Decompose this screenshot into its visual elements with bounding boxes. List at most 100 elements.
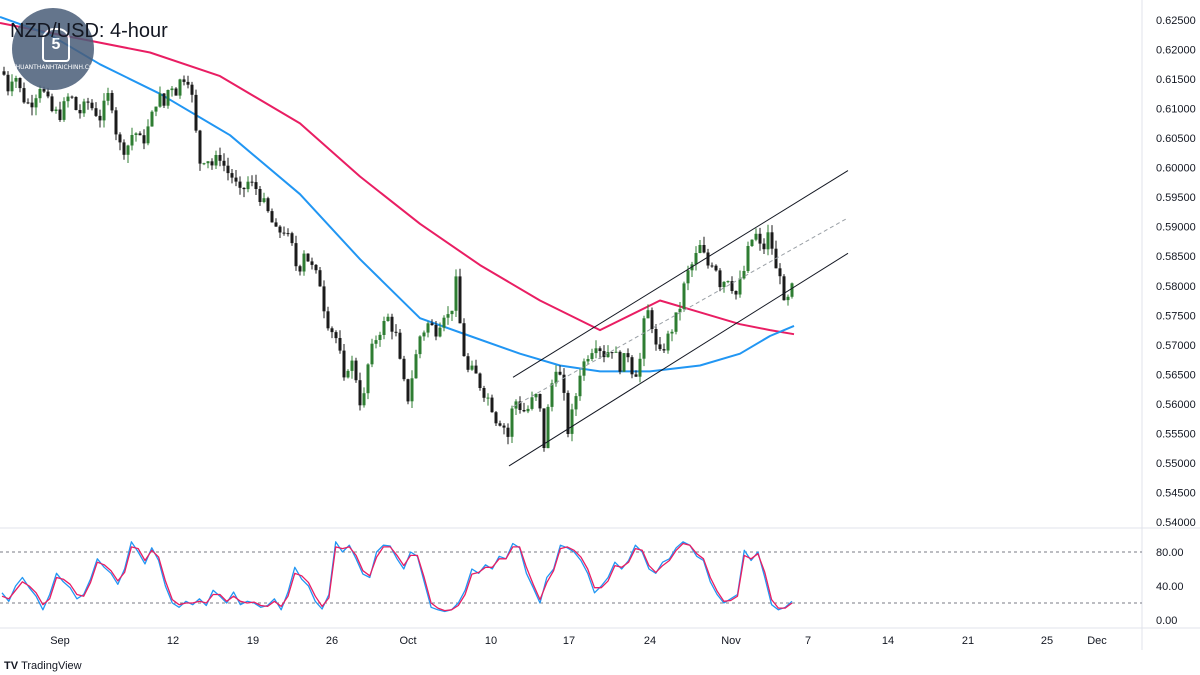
candle-body bbox=[14, 78, 18, 82]
candle-body bbox=[130, 135, 134, 146]
candle-body bbox=[146, 126, 150, 144]
candle-body bbox=[718, 270, 722, 288]
candle-body bbox=[126, 145, 130, 155]
candle-body bbox=[62, 101, 66, 120]
candle-body bbox=[750, 239, 754, 246]
candle-body bbox=[434, 325, 438, 337]
candle-body bbox=[194, 94, 198, 131]
watermark-text: THUANTHANHTAICHINH.COM bbox=[12, 64, 99, 71]
oscillator-tick-label: 80.00 bbox=[1156, 547, 1184, 559]
candle-body bbox=[354, 360, 358, 381]
candle-body bbox=[714, 265, 718, 271]
candle-body bbox=[442, 317, 446, 328]
candle-body bbox=[590, 353, 594, 359]
brand-label: TradingView bbox=[21, 660, 82, 672]
price-tick-label: 0.61000 bbox=[1156, 104, 1196, 116]
candle-body bbox=[450, 310, 454, 315]
time-tick-label: 24 bbox=[644, 635, 656, 647]
candle-body bbox=[694, 253, 698, 265]
chart-title: NZD/USD: 4-hour bbox=[10, 20, 168, 42]
candle-body bbox=[790, 283, 794, 297]
channel-mid-line bbox=[512, 217, 849, 408]
price-tick-label: 0.57000 bbox=[1156, 340, 1196, 352]
candle-body bbox=[290, 233, 294, 244]
candle-body bbox=[674, 312, 678, 332]
candle-body bbox=[710, 265, 714, 267]
candle-body bbox=[326, 311, 330, 329]
candle-body bbox=[94, 108, 98, 116]
price-tick-label: 0.61500 bbox=[1156, 74, 1196, 86]
candle-body bbox=[766, 232, 770, 250]
candle-body bbox=[50, 96, 54, 111]
candle-body bbox=[438, 327, 442, 337]
candle-body bbox=[10, 81, 14, 92]
candle-body bbox=[310, 261, 314, 265]
candle-body bbox=[70, 96, 74, 98]
candle-body bbox=[86, 101, 90, 103]
candle-body bbox=[650, 310, 654, 329]
candle-body bbox=[566, 392, 570, 434]
price-tick-label: 0.62500 bbox=[1156, 15, 1196, 27]
candle-body bbox=[186, 81, 190, 85]
candle-body bbox=[138, 133, 142, 136]
candle-body bbox=[786, 296, 790, 301]
candle-body bbox=[314, 264, 318, 271]
candle-body bbox=[82, 101, 86, 114]
candle-body bbox=[522, 410, 526, 412]
price-tick-label: 0.62000 bbox=[1156, 45, 1196, 57]
candle-body bbox=[358, 380, 362, 406]
candle-body bbox=[302, 253, 306, 272]
candle-body bbox=[418, 336, 422, 355]
candle-body bbox=[338, 338, 342, 351]
candle-body bbox=[670, 331, 674, 334]
candle-body bbox=[758, 233, 762, 244]
candle-body bbox=[122, 142, 126, 155]
price-tick-label: 0.58500 bbox=[1156, 251, 1196, 263]
candle-body bbox=[282, 232, 286, 234]
candle-body bbox=[394, 331, 398, 333]
candle-body bbox=[278, 226, 282, 233]
candle-body bbox=[746, 246, 750, 271]
candle-body bbox=[306, 253, 310, 262]
candle-body bbox=[574, 396, 578, 410]
candle-body bbox=[202, 163, 206, 165]
time-tick-label: 26 bbox=[326, 635, 338, 647]
candle-body bbox=[578, 375, 582, 397]
candle-body bbox=[270, 211, 274, 223]
candle-body bbox=[386, 316, 390, 321]
candle-body bbox=[22, 88, 26, 103]
candle-body bbox=[402, 358, 406, 380]
candle-body bbox=[190, 84, 194, 95]
candle-body bbox=[78, 110, 82, 114]
candle-body bbox=[382, 321, 386, 335]
candle-body bbox=[218, 155, 222, 161]
time-tick-label: 7 bbox=[805, 635, 811, 647]
candle-body bbox=[114, 110, 118, 135]
candle-body bbox=[398, 332, 402, 359]
price-tick-label: 0.57500 bbox=[1156, 310, 1196, 322]
candle-body bbox=[410, 378, 414, 402]
candle-body bbox=[350, 360, 354, 371]
candle-body bbox=[170, 88, 174, 91]
time-tick-label: 25 bbox=[1041, 635, 1053, 647]
candle-body bbox=[682, 283, 686, 309]
candle-body bbox=[406, 379, 410, 402]
candle-body bbox=[262, 198, 266, 202]
candle-body bbox=[118, 134, 122, 143]
candle-body bbox=[90, 102, 94, 109]
candle-body bbox=[698, 245, 702, 253]
candle-body bbox=[614, 351, 618, 353]
candle-body bbox=[106, 93, 110, 101]
tradingview-brand[interactable]: TV TradingView bbox=[4, 660, 82, 672]
candle-body bbox=[110, 93, 114, 111]
candle-body bbox=[330, 328, 334, 333]
candle-body bbox=[502, 425, 506, 428]
candle-body bbox=[638, 358, 642, 377]
candle-body bbox=[374, 340, 378, 344]
candle-body bbox=[546, 406, 550, 449]
candle-body bbox=[466, 356, 470, 370]
candle-body bbox=[526, 408, 530, 412]
candle-body bbox=[230, 173, 234, 178]
candle-body bbox=[66, 96, 70, 102]
candle-body bbox=[506, 427, 510, 437]
